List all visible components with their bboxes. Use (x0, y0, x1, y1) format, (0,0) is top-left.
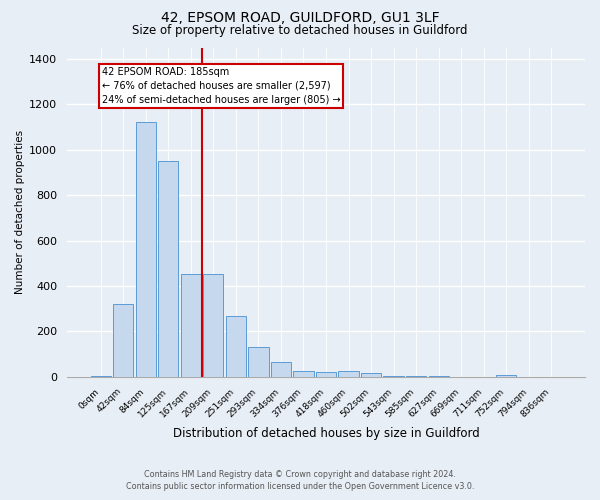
Text: Size of property relative to detached houses in Guildford: Size of property relative to detached ho… (132, 24, 468, 37)
Text: 42 EPSOM ROAD: 185sqm
← 76% of detached houses are smaller (2,597)
24% of semi-d: 42 EPSOM ROAD: 185sqm ← 76% of detached … (102, 67, 340, 105)
Bar (361, 373, 381, 377)
X-axis label: Distribution of detached houses by size in Guildford: Distribution of detached houses by size … (173, 427, 479, 440)
Bar (383, 376, 404, 377)
Bar (158, 161, 178, 377)
Bar (91, 376, 111, 377)
Bar (113, 304, 133, 377)
Bar (406, 376, 426, 377)
Bar (293, 371, 314, 377)
Y-axis label: Number of detached properties: Number of detached properties (15, 130, 25, 294)
Text: 42, EPSOM ROAD, GUILDFORD, GU1 3LF: 42, EPSOM ROAD, GUILDFORD, GU1 3LF (161, 11, 439, 25)
Text: Contains HM Land Registry data © Crown copyright and database right 2024.: Contains HM Land Registry data © Crown c… (144, 470, 456, 479)
Bar (136, 122, 156, 377)
Bar (226, 316, 246, 377)
Bar (181, 274, 201, 377)
Bar (248, 348, 269, 377)
Bar (496, 374, 517, 377)
Bar (271, 362, 291, 377)
Bar (338, 371, 359, 377)
Bar (316, 372, 336, 377)
Bar (203, 274, 223, 377)
Text: Contains public sector information licensed under the Open Government Licence v3: Contains public sector information licen… (126, 482, 474, 491)
